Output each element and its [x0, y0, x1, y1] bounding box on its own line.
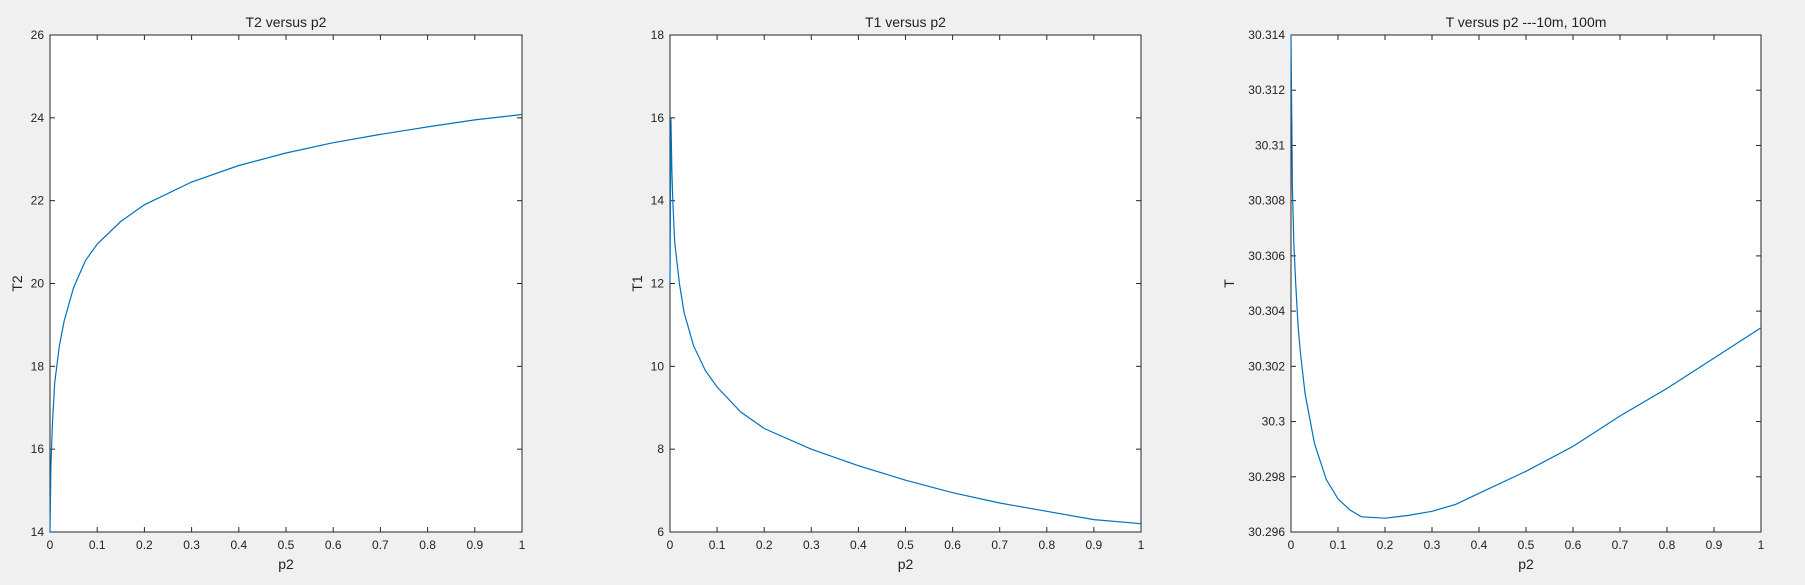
x-tick-label: 1 [1138, 538, 1145, 552]
series-line [1290, 34, 1762, 519]
x-tick-label: 0.7 [991, 538, 1008, 552]
x-axis-label: p2 [898, 556, 914, 572]
plot-area [669, 34, 1142, 533]
x-tick-label: 0.1 [1330, 538, 1347, 552]
y-tick-label: 30.306 [1248, 249, 1285, 263]
chart-title: T versus p2 ---10m, 100m [1446, 14, 1607, 30]
y-tick-label: 18 [651, 28, 665, 42]
x-tick-label: 0.1 [709, 538, 726, 552]
x-tick-label: 0.4 [230, 538, 247, 552]
plot-area [1290, 34, 1762, 533]
y-tick-label: 30.298 [1248, 470, 1285, 484]
y-axis-label: T [1221, 279, 1237, 288]
y-tick-label: 30.3 [1262, 415, 1286, 429]
y-tick-label: 12 [651, 277, 665, 291]
x-tick-label: 0.7 [1612, 538, 1629, 552]
y-tick-label: 30.314 [1248, 28, 1285, 42]
x-tick-label: 0.4 [850, 538, 867, 552]
x-tick-label: 0.8 [419, 538, 436, 552]
y-tick-label: 14 [31, 525, 45, 539]
y-tick-label: 26 [31, 28, 45, 42]
x-tick-label: 0.9 [1086, 538, 1103, 552]
chart-title: T1 versus p2 [865, 14, 946, 30]
y-tick-label: 16 [31, 442, 45, 456]
y-tick-label: 30.31 [1255, 138, 1285, 152]
y-tick-label: 20 [31, 277, 45, 291]
x-tick-label: 0.5 [278, 538, 295, 552]
x-tick-label: 0.2 [1377, 538, 1394, 552]
y-tick-label: 14 [651, 194, 665, 208]
y-tick-label: 30.312 [1248, 83, 1285, 97]
chart-1: T2 versus p2 p2 T2 0 0.1 0.2 0.3 0.4 0.5 0.6 0.7 0.… [9, 14, 526, 572]
x-tick-label: 0.9 [466, 538, 483, 552]
x-tick-label: 0.6 [944, 538, 961, 552]
plot-area [49, 34, 523, 533]
x-tick-label: 0.6 [1565, 538, 1582, 552]
x-tick-label: 0.2 [136, 538, 153, 552]
x-tick-label: 0.5 [897, 538, 914, 552]
y-tick-label: 22 [31, 194, 45, 208]
y-axis-label: T2 [9, 275, 25, 292]
x-tick-label: 0 [667, 538, 674, 552]
x-tick-label: 1 [1758, 538, 1765, 552]
x-tick-label: 0.9 [1706, 538, 1723, 552]
y-tick-label: 16 [651, 111, 665, 125]
x-tick-label: 0.1 [89, 538, 106, 552]
series-line [669, 117, 1142, 525]
y-tick-label: 30.304 [1248, 304, 1285, 318]
x-tick-label: 0.3 [1424, 538, 1441, 552]
y-tick-label: 30.296 [1248, 525, 1285, 539]
x-tick-label: 1 [519, 538, 526, 552]
y-tick-label: 6 [657, 525, 664, 539]
chart-3: T versus p2 ---10m, 100m p2 T 0 0.1 0.2 0.3 0.4… [1221, 14, 1765, 572]
y-axis-label: T1 [629, 275, 645, 292]
y-tick-label: 10 [651, 359, 665, 373]
y-tick-label: 24 [31, 111, 45, 125]
x-tick-label: 0.3 [183, 538, 200, 552]
y-tick-label: 8 [657, 442, 664, 456]
chart-2: T1 versus p2 p2 T1 0 0.1 0.2 0.3 0.4 0.5 0.6 0.7 0.… [629, 14, 1145, 572]
x-tick-label: 0.2 [756, 538, 773, 552]
x-tick-label: 0.4 [1471, 538, 1488, 552]
x-axis-label: p2 [1518, 556, 1534, 572]
y-tick-label: 18 [31, 359, 45, 373]
x-tick-label: 0.7 [372, 538, 389, 552]
x-tick-label: 0.3 [803, 538, 820, 552]
x-tick-label: 0.8 [1659, 538, 1676, 552]
x-axis-label: p2 [278, 556, 294, 572]
x-tick-label: 0 [1288, 538, 1295, 552]
y-tick-label: 30.308 [1248, 194, 1285, 208]
x-tick-label: 0.8 [1038, 538, 1055, 552]
chart-title: T2 versus p2 [246, 14, 327, 30]
y-tick-label: 30.302 [1248, 359, 1285, 373]
series-line [49, 113, 523, 533]
x-tick-label: 0.5 [1518, 538, 1535, 552]
x-tick-label: 0 [47, 538, 54, 552]
x-tick-label: 0.6 [325, 538, 342, 552]
